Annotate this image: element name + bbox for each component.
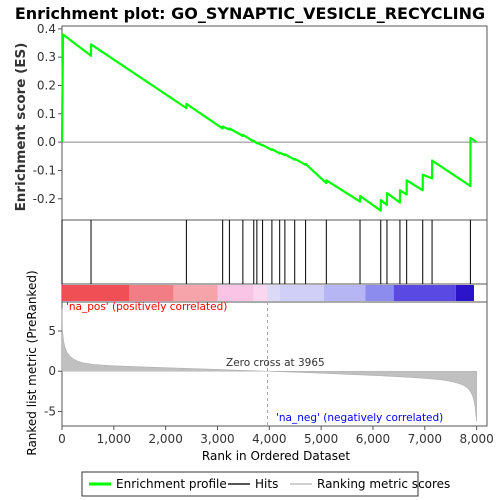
xtick-label: 7,000 [408, 432, 442, 446]
enrichment-profile-polyline [60, 33, 478, 212]
colorbar-segment [62, 285, 130, 301]
x-axis: 0 1,000 2,000 3,000 4,000 5,000 6,000 7,000 8,00… [58, 426, 494, 446]
es-ytick-label: 0.1 [37, 107, 56, 121]
enrichment-profile-line [60, 33, 478, 212]
legend-enrichment-label: Enrichment profile [116, 477, 227, 491]
colorbar-segment [173, 285, 218, 301]
metric-panel-frame [61, 301, 488, 427]
zero-cross-label: Zero cross at 3965 [226, 357, 325, 369]
hits-panel-frame [61, 219, 488, 285]
legend-metric-label: Ranking metric scores [317, 477, 450, 491]
xtick-label: 4,000 [252, 432, 286, 446]
xtick-label: 1,000 [97, 432, 131, 446]
colorbar-segment [217, 285, 254, 301]
xtick-label: 3,000 [200, 432, 234, 446]
xtick-label: 2,000 [148, 432, 182, 446]
es-ytick-label: 0.2 [37, 78, 56, 92]
es-ytick-label: -0.1 [33, 163, 56, 177]
x-axis-label: Rank in Ordered Dataset [202, 449, 350, 463]
metric-y-axis-label: Ranked list metric (PreRanked) [25, 270, 39, 455]
es-panel-frame [61, 25, 488, 221]
ranking-metric-area [61, 302, 477, 426]
metric-ytick-label: 0 [48, 364, 56, 378]
neg-correlated-label: 'na_neg' (negatively correlated) [276, 412, 443, 424]
ranking-metric-fill [61, 308, 477, 422]
xtick-label: 6,000 [356, 432, 390, 446]
colorbar-segment [323, 285, 366, 301]
metric-y-axis: 5 0 -5 [44, 324, 62, 419]
es-ytick-label: 0.3 [37, 50, 56, 64]
metric-ytick-label: 5 [48, 324, 56, 338]
legend-hits-label: Hits [255, 477, 278, 491]
es-y-axis-label: Enrichment score (ES) [13, 43, 29, 212]
xtick-label: 0 [58, 432, 66, 446]
colorbar-segment [474, 285, 477, 301]
es-y-axis: 0.4 0.3 0.2 0.1 0.0 -0.1 -0.2 [33, 22, 62, 206]
xtick-label: 8,000 [459, 432, 493, 446]
metric-ytick-label: -5 [44, 405, 56, 419]
xtick-label: 5,000 [304, 432, 338, 446]
rank-colorbar [62, 285, 477, 301]
colorbar-segment [279, 285, 324, 301]
es-ytick-label: -0.2 [33, 192, 56, 206]
hit-markers [61, 220, 471, 284]
colorbar-segment [455, 285, 475, 301]
legend: Enrichment profile Hits Ranking metric s… [81, 471, 450, 497]
colorbar-segment [267, 285, 280, 301]
colorbar-segment [253, 285, 268, 301]
colorbar-segment [365, 285, 394, 301]
colorbar-segment [129, 285, 174, 301]
pos-correlated-label: 'na_pos' (positively correlated) [66, 301, 227, 313]
chart-title: Enrichment plot: GO_SYNAPTIC_VESICLE_REC… [15, 4, 485, 23]
es-ytick-label: 0.0 [37, 135, 56, 149]
colorbar-segment [393, 285, 456, 301]
es-ytick-label: 0.4 [37, 22, 56, 36]
